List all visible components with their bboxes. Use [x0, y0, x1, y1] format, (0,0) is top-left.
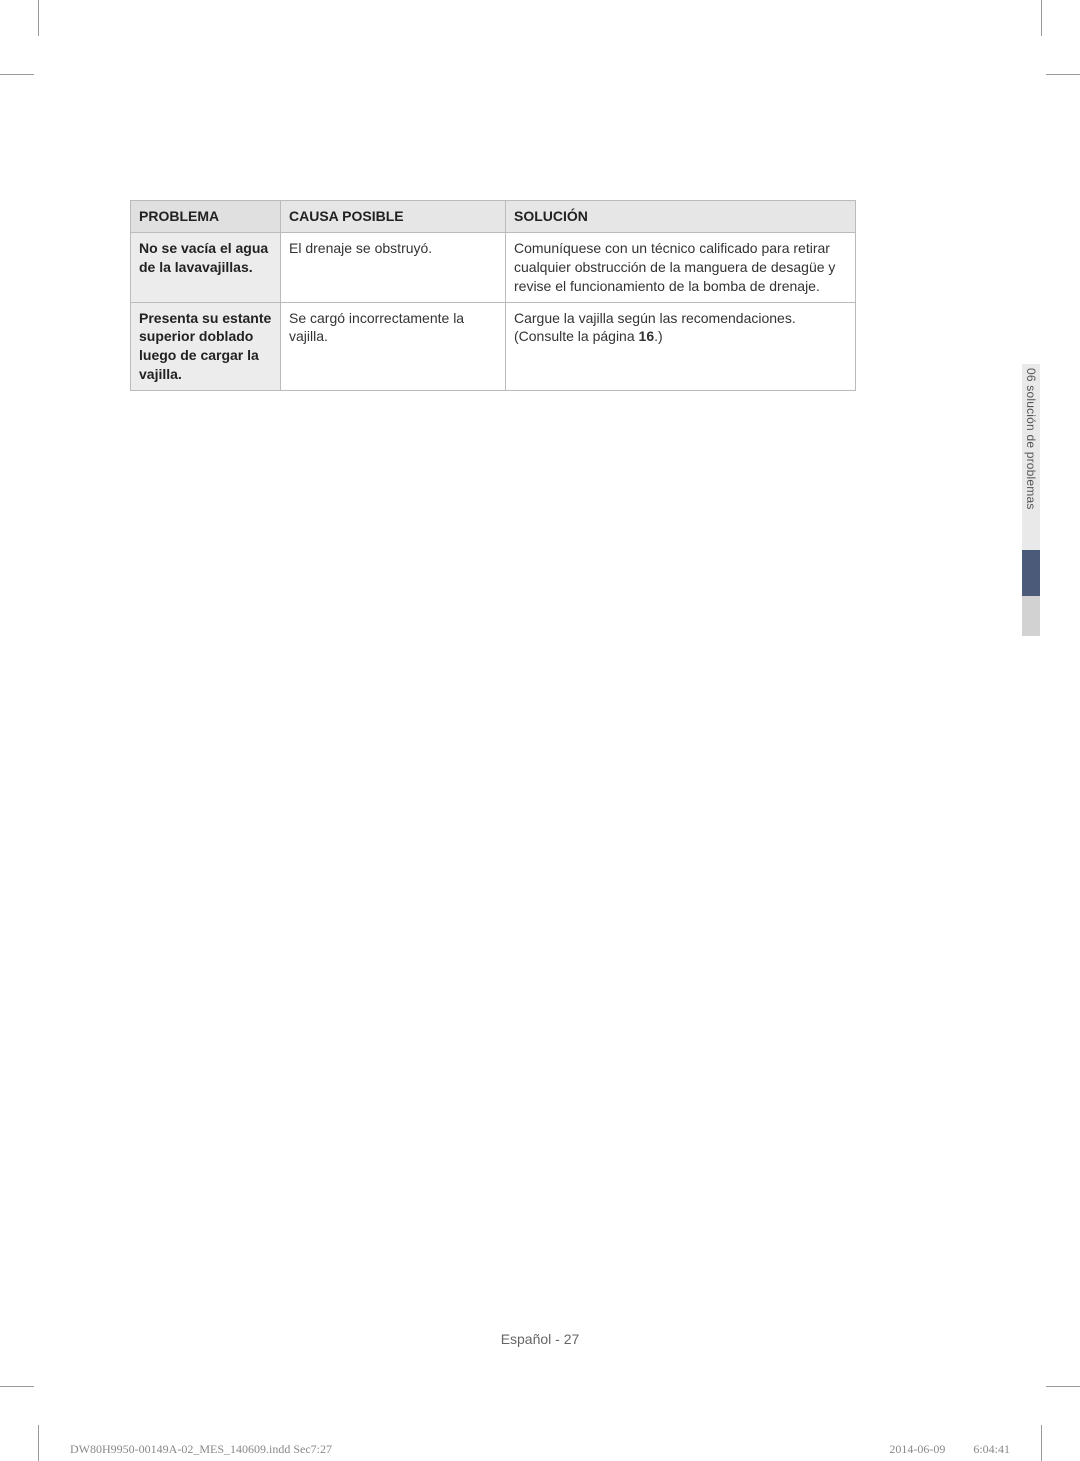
crop-mark [0, 1386, 34, 1387]
page: PROBLEMA CAUSA POSIBLE SOLUCIÓN No se va… [40, 74, 1040, 1387]
solution-page-ref: 16 [639, 328, 655, 344]
table-row: Presenta su estante superior doblado lue… [131, 302, 856, 391]
crop-mark [1041, 1425, 1042, 1461]
imprint-file: DW80H9950-00149A-02_MES_140609.indd Sec7… [70, 1442, 332, 1457]
table-header-row: PROBLEMA CAUSA POSIBLE SOLUCIÓN [131, 201, 856, 233]
cell-solution: Cargue la vajilla según las recomendacio… [506, 302, 856, 391]
imprint-date: 2014-06-09 [889, 1442, 945, 1457]
crop-mark [38, 1425, 39, 1461]
imprint-time: 6:04:41 [973, 1442, 1010, 1457]
section-tab-marker-active [1022, 550, 1040, 596]
cell-cause: Se cargó incorrectamente la vajilla. [281, 302, 506, 391]
crop-mark [1046, 1386, 1080, 1387]
imprint-line: DW80H9950-00149A-02_MES_140609.indd Sec7… [70, 1442, 1010, 1457]
cell-solution: Comuníquese con un técnico calificado pa… [506, 232, 856, 302]
crop-mark [1041, 0, 1042, 36]
table-row: No se vacía el agua de la lavavajillas. … [131, 232, 856, 302]
section-tab-label: 06 solución de problemas [1022, 364, 1040, 550]
page-footer: Español - 27 [40, 1331, 1040, 1347]
solution-suffix: .) [654, 328, 663, 344]
crop-mark [1046, 74, 1080, 75]
cell-cause: El drenaje se obstruyó. [281, 232, 506, 302]
section-tab-marker [1022, 596, 1040, 636]
th-solucion: SOLUCIÓN [506, 201, 856, 233]
footer-language: Español - [501, 1331, 564, 1347]
footer-page-number: 27 [564, 1331, 580, 1347]
crop-mark [0, 74, 34, 75]
troubleshooting-table: PROBLEMA CAUSA POSIBLE SOLUCIÓN No se va… [130, 200, 856, 391]
th-problema: PROBLEMA [131, 201, 281, 233]
cell-problem: Presenta su estante superior doblado lue… [131, 302, 281, 391]
content-area: PROBLEMA CAUSA POSIBLE SOLUCIÓN No se va… [130, 200, 855, 391]
cell-problem: No se vacía el agua de la lavavajillas. [131, 232, 281, 302]
section-tab: 06 solución de problemas [1022, 364, 1040, 636]
th-causa: CAUSA POSIBLE [281, 201, 506, 233]
crop-mark [38, 0, 39, 36]
